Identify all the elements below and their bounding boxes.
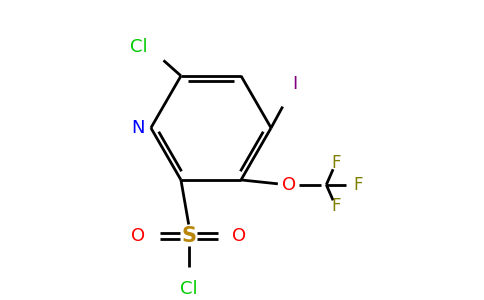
- Text: Cl: Cl: [180, 280, 197, 298]
- Text: Cl: Cl: [130, 38, 148, 56]
- Text: F: F: [331, 197, 341, 215]
- Text: F: F: [353, 176, 363, 194]
- Text: N: N: [132, 119, 145, 137]
- Text: I: I: [292, 75, 298, 93]
- Text: F: F: [331, 154, 341, 172]
- Text: O: O: [283, 176, 297, 194]
- Text: O: O: [131, 227, 145, 245]
- Text: O: O: [232, 227, 246, 245]
- Text: S: S: [181, 226, 196, 246]
